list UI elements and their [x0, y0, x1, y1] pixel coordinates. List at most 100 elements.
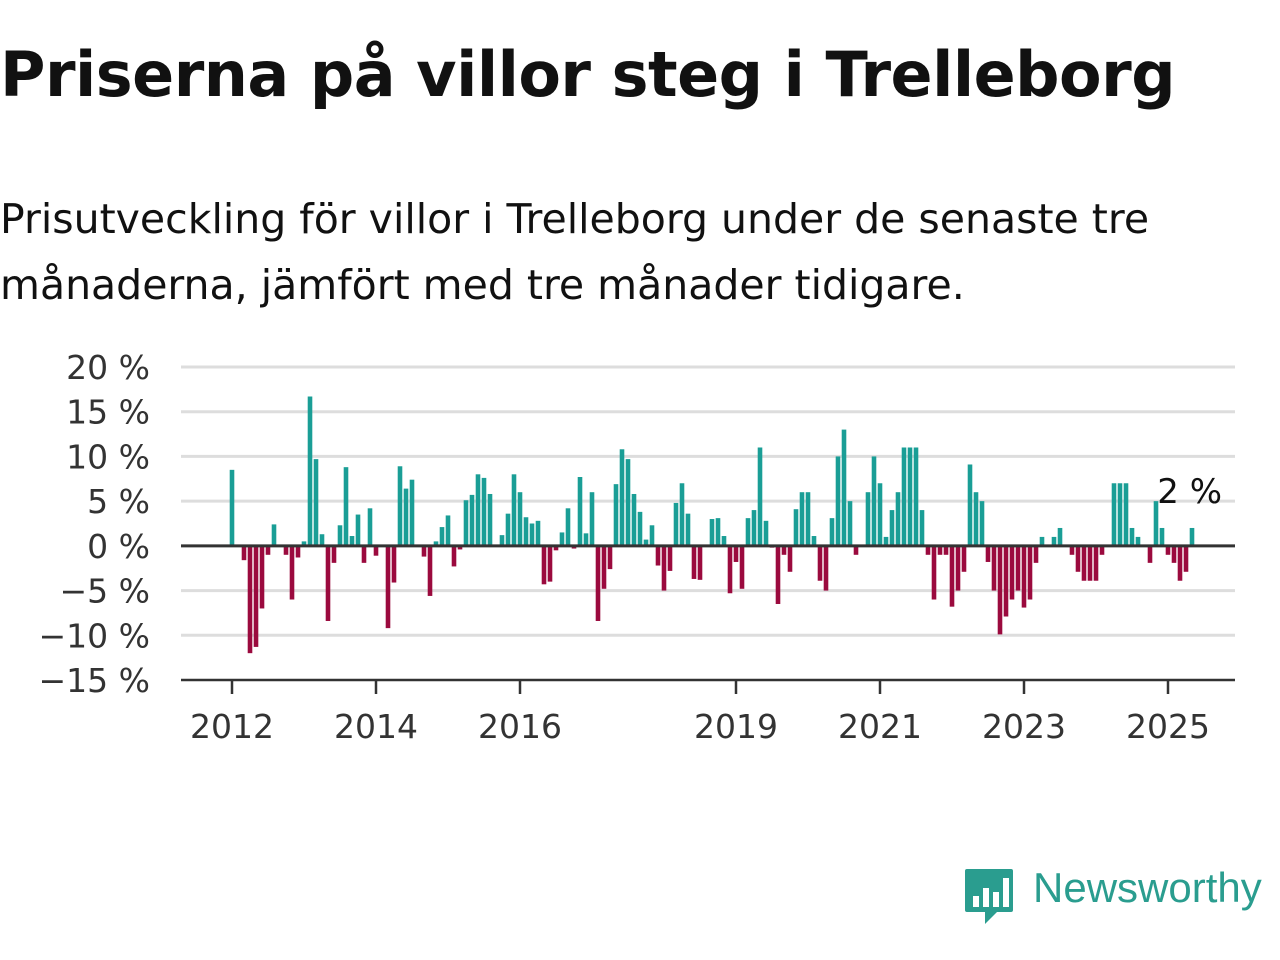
- x-tick-label: 2023: [982, 707, 1066, 746]
- bar: [877, 483, 883, 546]
- bar: [1153, 501, 1159, 546]
- gridlines: [181, 365, 1235, 637]
- bar: [487, 493, 493, 546]
- bar: [547, 545, 553, 582]
- bar: [913, 447, 919, 546]
- chart-title: Priserna på villor steg i Trelleborg: [0, 38, 1176, 111]
- bar: [1171, 545, 1177, 563]
- bar: [553, 545, 559, 551]
- bar: [517, 492, 523, 546]
- bar: [1021, 545, 1027, 608]
- bar: [1123, 483, 1129, 546]
- bar: [541, 545, 547, 585]
- bar: [427, 545, 433, 596]
- bar: [643, 539, 649, 546]
- x-tick-label: 2021: [838, 707, 922, 746]
- bar: [271, 524, 277, 546]
- bar: [325, 545, 331, 621]
- bar: [313, 459, 319, 546]
- bar: [697, 545, 703, 580]
- bar: [637, 511, 643, 546]
- bar: [811, 536, 817, 546]
- x-tick-label: 2019: [694, 707, 778, 746]
- bar: [1009, 545, 1015, 600]
- bar: [499, 535, 505, 546]
- bar: [385, 545, 391, 629]
- bar: [355, 514, 361, 546]
- bar: [799, 492, 805, 546]
- x-tick-label: 2025: [1126, 707, 1210, 746]
- bar: [721, 536, 727, 546]
- bar: [1189, 527, 1195, 546]
- bar: [961, 545, 967, 572]
- bar: [967, 464, 973, 546]
- bar: [1081, 545, 1087, 581]
- bar: [625, 459, 631, 546]
- bar: [247, 545, 253, 654]
- bar: [823, 545, 829, 591]
- bar: [583, 533, 589, 546]
- x-tick-label: 2016: [478, 707, 562, 746]
- y-tick-label: 0 %: [87, 527, 150, 566]
- y-tick-label: −15 %: [39, 661, 151, 700]
- bar: [991, 545, 997, 591]
- bar: [709, 519, 715, 546]
- bar: [613, 484, 619, 546]
- bar: [715, 518, 721, 546]
- bar: [445, 515, 451, 546]
- bar: [841, 429, 847, 546]
- bar: [433, 541, 439, 546]
- bar: [901, 447, 907, 546]
- bar: [1003, 545, 1009, 617]
- bar-chart: 20 %15 %10 %5 %0 %−5 %−10 %−15 % 2012 201…: [39, 348, 1235, 746]
- bar: [1147, 545, 1153, 563]
- bar: [331, 545, 337, 563]
- bar: [601, 545, 607, 589]
- bar: [469, 494, 475, 546]
- bar: [895, 492, 901, 546]
- bar: [361, 545, 367, 563]
- bar: [889, 510, 895, 546]
- bar: [727, 545, 733, 594]
- bar: [409, 479, 415, 546]
- bar: [1165, 545, 1171, 555]
- bar: [403, 488, 409, 546]
- bar: [949, 545, 955, 607]
- bar: [781, 545, 787, 555]
- bar: [259, 545, 265, 609]
- bar: [1159, 527, 1165, 546]
- bar: [505, 513, 511, 546]
- bar: [589, 492, 595, 546]
- bar: [787, 545, 793, 572]
- bar: [679, 483, 685, 546]
- bar: [751, 510, 757, 546]
- bar: [397, 466, 403, 546]
- bar: [835, 456, 841, 546]
- bar: [523, 517, 529, 546]
- bar: [475, 474, 481, 546]
- bar: [295, 545, 301, 558]
- y-tick-label: 10 %: [66, 437, 150, 476]
- bar: [229, 469, 235, 546]
- bar: [319, 534, 325, 546]
- bar: [1117, 483, 1123, 546]
- bar: [685, 513, 691, 546]
- bar: [757, 447, 763, 546]
- bar: [973, 492, 979, 546]
- bar: [739, 545, 745, 589]
- bar: [373, 545, 379, 556]
- bar: [1069, 545, 1075, 555]
- bar: [829, 518, 835, 546]
- bar: [925, 545, 931, 555]
- bar: [793, 509, 799, 546]
- bar: [337, 525, 343, 546]
- bar: [1015, 545, 1021, 591]
- bar: [1111, 483, 1117, 546]
- bar: [1027, 545, 1033, 600]
- y-tick-label: 20 %: [66, 348, 150, 387]
- bar: [907, 447, 913, 546]
- bar: [661, 545, 667, 591]
- bar: [241, 545, 247, 561]
- bar: [535, 520, 541, 546]
- bar: [931, 545, 937, 600]
